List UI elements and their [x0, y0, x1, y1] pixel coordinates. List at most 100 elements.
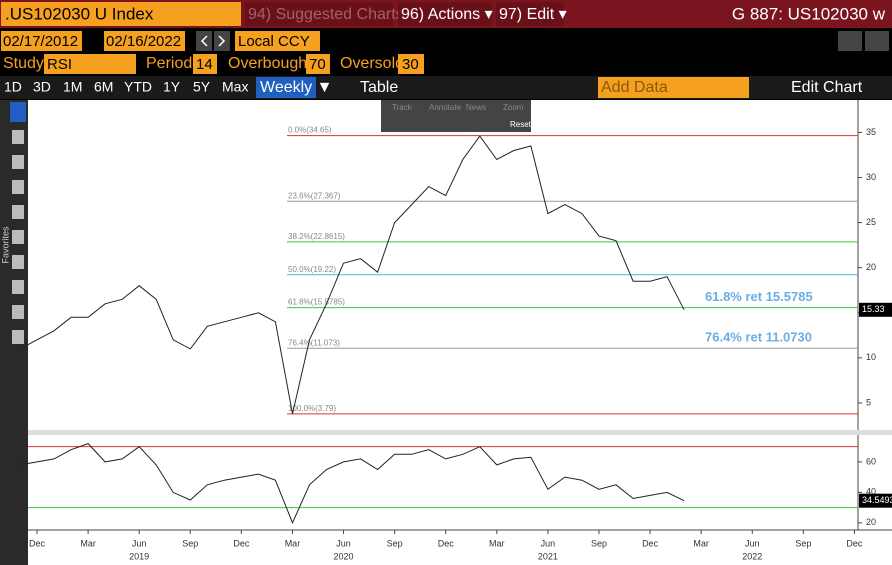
fib-level-label: 100.0%(3.79): [288, 404, 336, 413]
x-tick-label: Dec: [233, 538, 250, 548]
series-line: [19, 443, 685, 525]
oversold-label: Oversold: [340, 55, 404, 72]
last-value: 15.33: [862, 304, 885, 314]
x-tick-label: Jun: [541, 538, 556, 548]
favorites-label: Favorites: [0, 226, 10, 264]
tool-icons: [12, 130, 24, 344]
frequency-box[interactable]: [256, 77, 316, 98]
year-label: 2019: [129, 551, 149, 561]
range-button[interactable]: 3D: [33, 79, 51, 95]
y-tick-label: 20: [866, 517, 876, 527]
y-tick-label: 10: [866, 352, 876, 362]
actions[interactable]: 96) Actions ▾: [401, 6, 493, 23]
last-value-box: [859, 302, 892, 317]
function-code: G 887: US102030 w: [732, 4, 886, 23]
add-data-box[interactable]: [598, 77, 749, 98]
ticker-box[interactable]: [1, 2, 241, 26]
x-tick-label: Dec: [438, 538, 455, 548]
x-tick-label: Mar: [80, 538, 96, 548]
fib-level-label: 23.6%(27.367): [288, 191, 341, 200]
range-button[interactable]: YTD: [124, 79, 152, 95]
prev-button[interactable]: [196, 31, 212, 51]
overbought-label: Overbought: [228, 55, 312, 72]
range-button[interactable]: 5Y: [193, 79, 211, 95]
chart-tool[interactable]: Annotate: [429, 103, 462, 112]
range-button[interactable]: 1M: [63, 79, 82, 95]
start-date[interactable]: 02/17/2012: [3, 33, 78, 50]
chart-tool[interactable]: News: [466, 103, 486, 112]
y-tick-label: 35: [866, 127, 876, 137]
y-tick-label: 5: [866, 397, 871, 407]
y-tick-label: 40: [866, 487, 876, 497]
redo-button[interactable]: [865, 31, 889, 51]
study-name[interactable]: RSI: [47, 56, 72, 73]
x-tick-label: Mar: [693, 538, 709, 548]
x-tick-label: Sep: [795, 538, 811, 548]
next-button[interactable]: [214, 31, 230, 51]
ticker: .US102030 U Index: [5, 4, 154, 23]
range-button[interactable]: 1Y: [163, 79, 181, 95]
study-box[interactable]: [44, 54, 136, 74]
edit-chart[interactable]: Edit Chart: [791, 79, 863, 96]
x-tick-label: Sep: [182, 538, 198, 548]
start-date-box[interactable]: [1, 31, 82, 51]
x-tick-label: Dec: [846, 538, 863, 548]
currency-box[interactable]: [235, 31, 320, 51]
year-label: 2021: [538, 551, 558, 561]
y-tick-label: 30: [866, 172, 876, 182]
fib-level-label: 76.4%(11.073): [288, 338, 340, 347]
undo-button[interactable]: [838, 31, 862, 51]
arrows: [200, 35, 226, 47]
oversold-box[interactable]: [398, 54, 424, 74]
period[interactable]: 14: [196, 56, 213, 73]
overbought[interactable]: 70: [309, 56, 326, 73]
end-date[interactable]: 02/16/2022: [106, 33, 181, 50]
y-tick-label: 25: [866, 217, 876, 227]
table-button[interactable]: Table: [360, 79, 398, 96]
suggested-button[interactable]: [245, 2, 393, 26]
chart-tool[interactable]: Zoom: [503, 103, 524, 112]
edit[interactable]: 97) Edit ▾: [499, 6, 567, 23]
pointer-tool[interactable]: [10, 102, 26, 122]
fib-level-label: 50.0%(19.22): [288, 265, 336, 274]
actions-button[interactable]: [398, 2, 492, 26]
frequency[interactable]: Weekly ▼: [260, 79, 332, 96]
annotation: 76.4% ret 11.0730: [705, 330, 812, 345]
overbought-box[interactable]: [306, 54, 330, 74]
x-tick-label: Jun: [336, 538, 351, 548]
period-box[interactable]: [193, 54, 217, 74]
x-tick-label: Dec: [642, 538, 659, 548]
panel-divider: [28, 430, 892, 435]
x-tick-label: Sep: [387, 538, 403, 548]
range-button[interactable]: 6M: [94, 79, 113, 95]
fib-level-label: 61.8%(15.5785): [288, 298, 345, 307]
x-tick-label: Jun: [745, 538, 760, 548]
range-button[interactable]: 1D: [4, 79, 22, 95]
last-value: 34.5493: [862, 495, 892, 505]
year-label: 2020: [334, 551, 354, 561]
y-tick-label: 20: [866, 262, 876, 272]
year-label: 2022: [742, 551, 762, 561]
x-tick-label: Mar: [489, 538, 505, 548]
end-date-box[interactable]: [104, 31, 185, 51]
x-tick-label: Sep: [591, 538, 607, 548]
chart-area: [28, 100, 892, 565]
study-label: Study: [3, 55, 44, 72]
x-tick-label: Dec: [29, 538, 46, 548]
fib-level-label: 0.0%(34.65): [288, 126, 332, 135]
last-value-box: [859, 493, 892, 508]
fib-level-label: 38.2%(22.8615): [288, 232, 345, 241]
edit-button[interactable]: [496, 2, 564, 26]
suggested-charts[interactable]: 94) Suggested Charts: [248, 6, 404, 23]
series-line: [19, 135, 685, 414]
chart-tool[interactable]: Track: [392, 103, 413, 112]
currency[interactable]: Local CCY: [238, 33, 310, 50]
add-data[interactable]: Add Data: [601, 79, 668, 96]
x-tick-label: Jun: [132, 538, 147, 548]
x-tick-label: Mar: [285, 538, 301, 548]
chart-tool[interactable]: Reset: [510, 120, 532, 129]
range-button[interactable]: Max: [222, 79, 248, 95]
chart-toolbar: [381, 100, 531, 132]
oversold[interactable]: 30: [402, 56, 419, 73]
